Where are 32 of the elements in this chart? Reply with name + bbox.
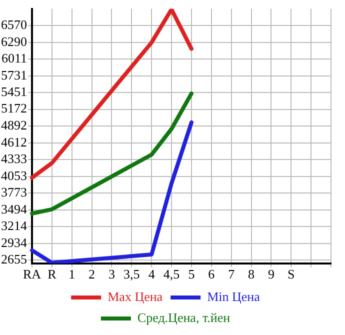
y-tick-label: 4892 [1,118,27,133]
x-tick-label: 2 [88,266,96,282]
x-tick-label: 4,5 [163,266,180,282]
y-tick-label: 5731 [1,67,27,82]
y-tick-label: 6290 [1,34,27,49]
x-tick-label: 1 [68,266,76,282]
y-tick-label: 3773 [1,184,27,200]
legend-label: Min Цена [207,288,260,304]
x-tick-label: 5 [188,266,195,282]
y-tick-label: 5451 [1,84,27,100]
y-tick-label: 6570 [1,16,27,32]
legend-label: Max Цена [108,288,163,304]
y-tick-label: 3494 [1,201,28,216]
y-tick-label: 6011 [1,50,27,66]
y-tick-label: 2655 [1,252,27,267]
x-tick-label: S [288,266,295,282]
x-tick-label: RA [22,266,42,282]
y-tick-label: 3214 [1,218,28,234]
x-tick-label: 8 [248,266,255,282]
x-tick-label: 3,5 [124,266,140,282]
x-tick-label: R [48,266,57,282]
y-tick-label: 5172 [1,100,27,116]
legend-label: Сред.Цена, т.йен [137,310,230,325]
x-tick-label: 6 [208,266,216,282]
x-tick-label: 9 [268,266,274,282]
y-tick-label: 4612 [1,134,27,150]
x-tick-label: 7 [228,266,236,282]
y-tick-label: 4053 [1,168,27,183]
y-tick-label: 2934 [1,234,28,250]
x-tick-label: 4 [148,266,156,282]
x-tick-label: 3 [108,266,115,282]
y-tick-label: 4333 [1,151,27,166]
